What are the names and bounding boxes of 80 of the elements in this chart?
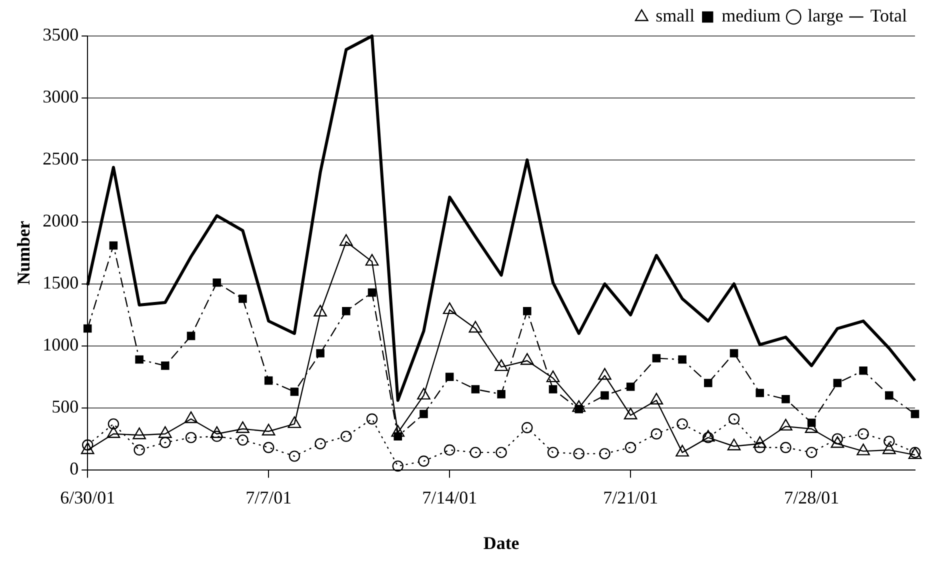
point xyxy=(806,446,818,458)
point xyxy=(368,288,376,297)
point xyxy=(160,436,171,448)
point xyxy=(548,385,558,394)
point xyxy=(624,442,636,454)
point xyxy=(780,442,792,454)
legend-label: Total xyxy=(870,6,908,26)
point xyxy=(186,332,196,340)
y-tick-label: 2500 xyxy=(42,148,79,169)
point xyxy=(314,438,326,450)
point xyxy=(420,410,428,418)
y-tick-label: 3500 xyxy=(42,24,79,45)
point xyxy=(238,294,247,303)
point xyxy=(342,307,350,316)
point xyxy=(650,428,662,440)
point xyxy=(392,460,404,472)
point xyxy=(262,442,274,454)
y-tick-label: 1000 xyxy=(42,334,79,355)
point xyxy=(497,390,506,398)
point xyxy=(832,433,844,444)
y-tick-label: 1500 xyxy=(42,272,79,293)
point xyxy=(470,446,482,458)
x-axis-title: Date xyxy=(483,532,520,553)
point xyxy=(754,442,766,454)
point xyxy=(782,395,790,404)
point xyxy=(599,448,610,460)
point xyxy=(471,385,480,394)
point xyxy=(730,349,738,358)
legend-label: large xyxy=(808,6,844,26)
point xyxy=(523,307,532,316)
x-tick-label: 7/28/01 xyxy=(784,487,840,508)
point xyxy=(161,362,170,370)
point xyxy=(211,430,222,442)
point xyxy=(135,355,144,364)
point xyxy=(82,439,94,451)
point xyxy=(185,432,197,444)
point xyxy=(108,418,120,430)
point xyxy=(496,446,507,458)
point xyxy=(418,456,430,467)
point xyxy=(833,378,842,388)
y-tick-label: 2000 xyxy=(42,210,79,231)
y-tick-label: 500 xyxy=(52,396,79,417)
point xyxy=(678,355,686,364)
point xyxy=(910,410,920,418)
point xyxy=(728,413,740,425)
x-tick-label: 7/21/01 xyxy=(603,487,658,508)
x-tick-label: 7/7/01 xyxy=(246,487,292,508)
point xyxy=(264,376,273,385)
point xyxy=(600,391,609,400)
point xyxy=(626,382,635,391)
point xyxy=(756,388,764,398)
point xyxy=(340,430,352,442)
point xyxy=(652,354,661,362)
legend-label: medium xyxy=(722,6,781,26)
point xyxy=(547,446,559,458)
point xyxy=(859,366,868,375)
point xyxy=(316,349,324,358)
x-tick-label: 6/30/01 xyxy=(60,487,116,508)
point xyxy=(522,422,533,434)
legend-label: small xyxy=(656,6,695,26)
point xyxy=(134,444,145,456)
point xyxy=(109,241,118,250)
point xyxy=(290,388,299,396)
point xyxy=(885,391,894,400)
y-axis-title: Number xyxy=(13,220,34,285)
point xyxy=(288,450,300,462)
point xyxy=(83,324,92,333)
point xyxy=(237,434,248,446)
point xyxy=(212,278,222,287)
point xyxy=(704,378,712,388)
point xyxy=(445,372,454,381)
point xyxy=(573,448,584,460)
point xyxy=(444,444,456,456)
y-tick-label: 0 xyxy=(70,458,79,479)
y-tick-label: 3000 xyxy=(42,86,79,107)
point xyxy=(676,418,688,430)
point xyxy=(366,413,378,425)
point xyxy=(884,436,895,447)
point xyxy=(858,428,869,440)
x-tick-label: 7/14/01 xyxy=(422,487,478,508)
